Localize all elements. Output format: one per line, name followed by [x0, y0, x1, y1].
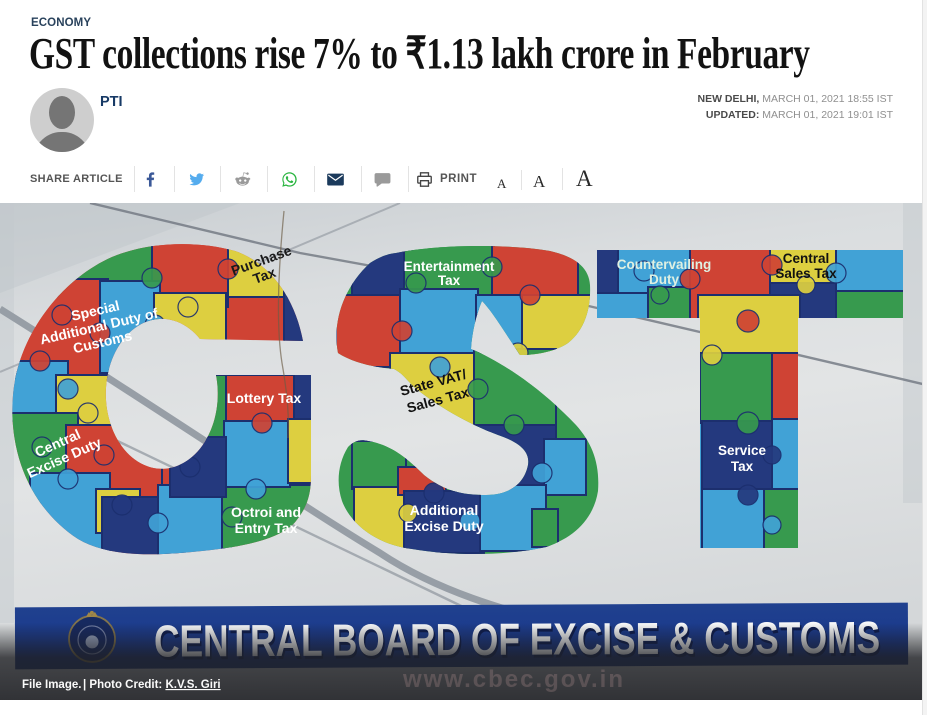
- svg-text:Excise Duty: Excise Duty: [404, 518, 484, 534]
- svg-text:Tax: Tax: [251, 264, 278, 287]
- svg-text:Lottery Tax: Lottery Tax: [227, 390, 302, 406]
- svg-text:Sales Tax: Sales Tax: [775, 266, 837, 281]
- svg-text:File Image.: File Image.: [22, 679, 81, 691]
- svg-text:Octroi and: Octroi and: [231, 504, 301, 520]
- svg-text:Entry Tax: Entry Tax: [235, 520, 298, 536]
- svg-text:Duty: Duty: [649, 272, 679, 287]
- svg-text:Entertainment: Entertainment: [404, 259, 495, 274]
- svg-text:www.cbec.gov.in: www.cbec.gov.in: [402, 666, 625, 693]
- svg-text:Tax: Tax: [731, 459, 754, 474]
- svg-text:Service: Service: [718, 443, 767, 458]
- svg-text:Central: Central: [783, 251, 830, 266]
- svg-text:| Photo Credit: K.V.S. Giri: | Photo Credit: K.V.S. Giri: [83, 679, 221, 691]
- svg-text:Additional: Additional: [410, 502, 478, 518]
- svg-text:Countervailing: Countervailing: [617, 257, 712, 272]
- svg-text:Tax: Tax: [438, 273, 461, 288]
